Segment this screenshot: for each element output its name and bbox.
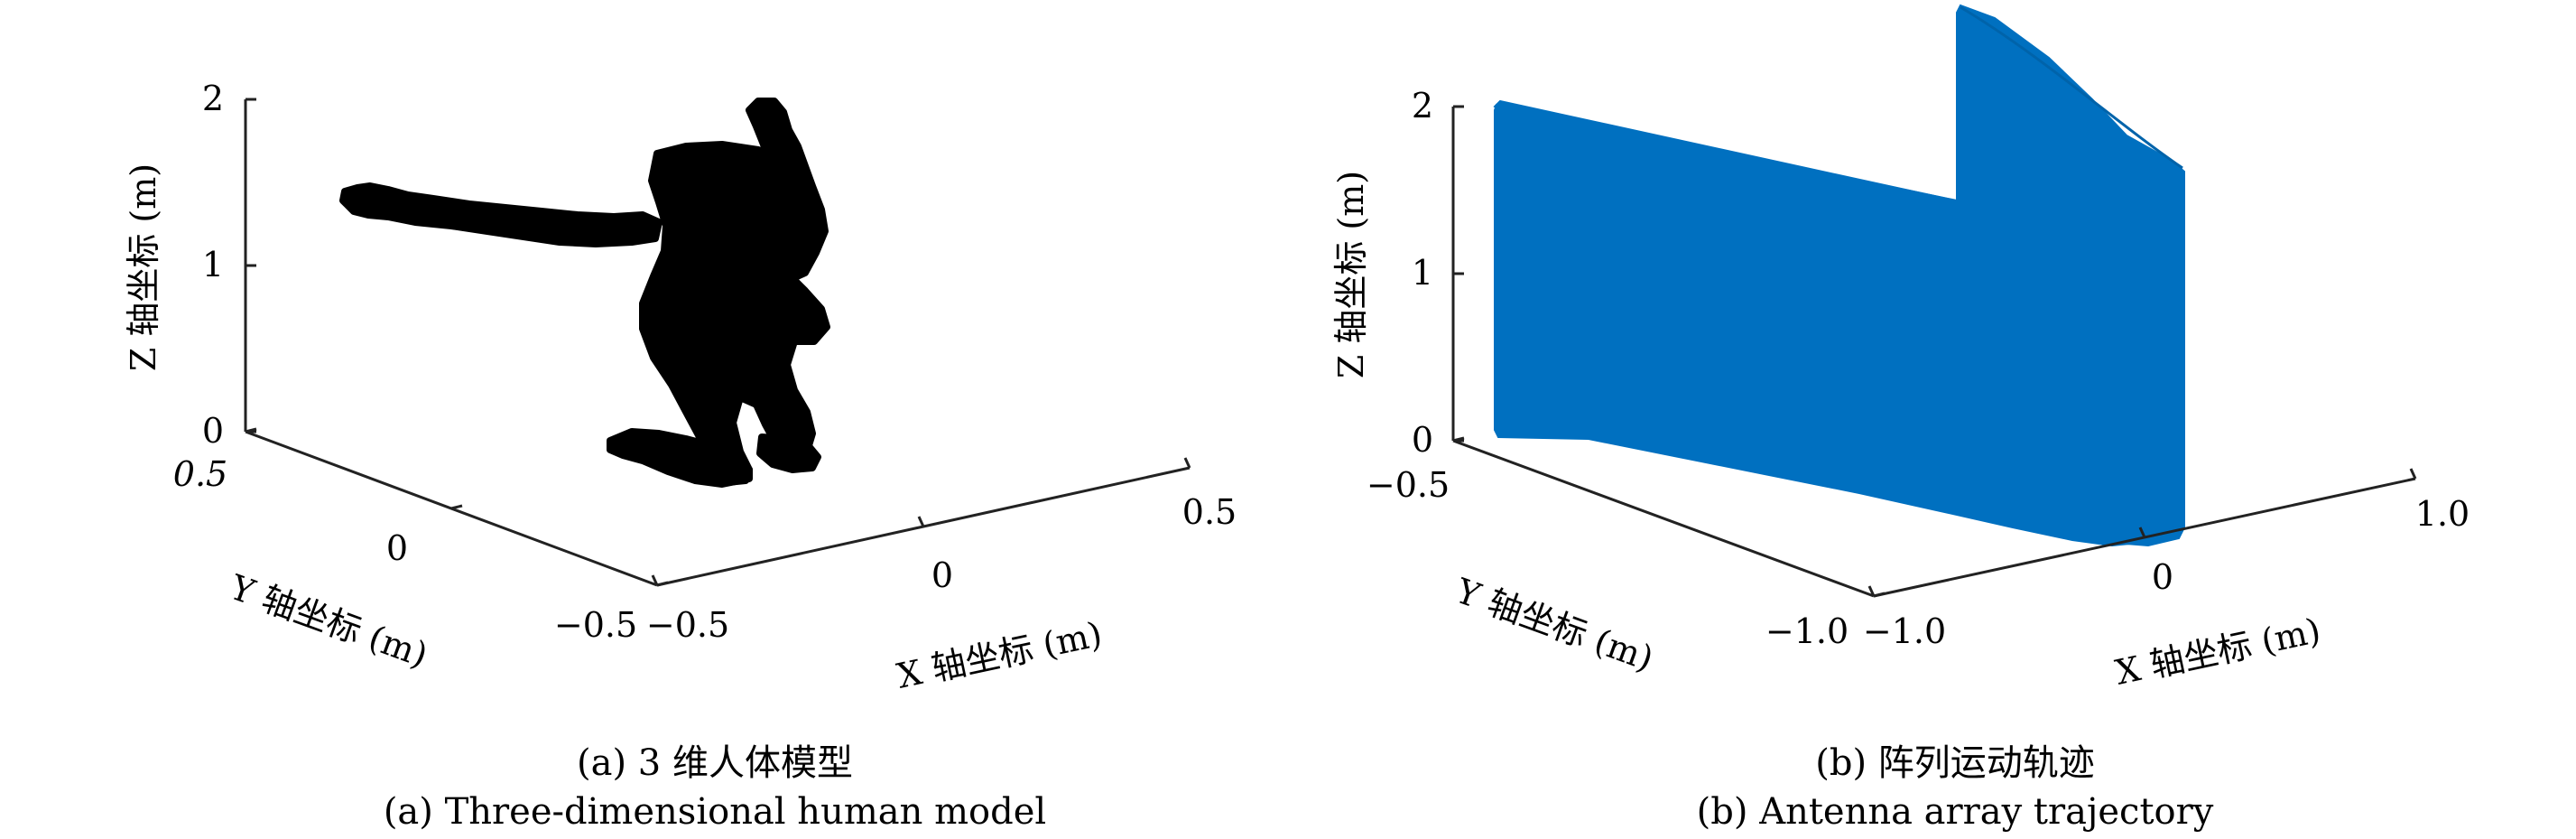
- y-tick-label-a-1: 0: [386, 528, 408, 568]
- trajectory-surface: [1493, 4, 2185, 547]
- y-axis-b: [1452, 439, 1875, 598]
- x-tick-mark-b-0: [1867, 585, 1876, 597]
- z-axis-label-b: Z 轴坐标 (m): [1331, 171, 1371, 378]
- caption-a-en: (a) Three-dimensional human model: [384, 791, 1046, 833]
- panel-b: 0 1 2 −0.5 −1.0 −1.0 0 1.0 Z 轴坐标 (m) Y 轴…: [1331, 4, 2469, 833]
- x-tick-mark-a-2: [1183, 457, 1191, 469]
- y-tick-label-b-1: −1.0: [1765, 611, 1849, 651]
- z-axis-label-a: Z 轴坐标 (m): [124, 163, 163, 371]
- caption-b-cn: (b) 阵列运动轨迹: [1815, 742, 2095, 784]
- x-axis-label-a: X 轴坐标 (m): [894, 614, 1106, 696]
- z-tick-label-a-0: 0: [202, 411, 224, 451]
- y-tick-mark-a-0: [245, 427, 257, 433]
- y-tick-mark-a-1: [450, 504, 463, 510]
- panel-a: 0 1 2 0.5 0 −0.5 −0.5 0 0.5 Z 轴坐标 (m) Y …: [124, 79, 1237, 833]
- z-tick-label-a-1: 1: [202, 245, 224, 284]
- x-tick-mark-a-0: [651, 574, 659, 586]
- z-tick-label-b-2: 2: [1412, 86, 1433, 126]
- y-tick-label-b-0: −0.5: [1367, 465, 1450, 505]
- x-tick-label-b-1: 0: [2152, 557, 2173, 597]
- trajectory-curve-edge: [1960, 5, 2183, 170]
- human-foot-left: [607, 428, 753, 488]
- y-tick-mark-b-0: [1452, 436, 1465, 443]
- x-tick-label-b-2: 1.0: [2415, 494, 2469, 534]
- x-tick-label-b-0: −1.0: [1863, 611, 1946, 651]
- z-tick-label-b-0: 0: [1412, 420, 1433, 460]
- trajectory-main-sheet: [1494, 4, 2185, 547]
- x-tick-mark-b-1: [2138, 527, 2146, 538]
- human-silhouette: [339, 98, 830, 488]
- x-tick-label-a-2: 0.5: [1182, 492, 1237, 532]
- caption-a-cn: (a) 3 维人体模型: [577, 742, 853, 784]
- human-foot-right: [756, 433, 821, 473]
- y-axis-label-b: Y 轴坐标 (m): [1450, 571, 1658, 679]
- z-tick-label-b-1: 1: [1412, 253, 1433, 293]
- x-axis-label-b: X 轴坐标 (m): [2112, 611, 2324, 693]
- y-tick-mark-b-1: [1873, 592, 1886, 598]
- x-tick-label-a-0: −0.5: [646, 605, 729, 645]
- z-tick-label-a-2: 2: [202, 79, 224, 118]
- x-tick-mark-b-2: [2409, 468, 2417, 480]
- y-tick-label-a-2: −0.5: [554, 605, 637, 645]
- y-axis-label-a: Y 轴坐标 (m): [224, 567, 432, 676]
- y-tick-label-a-0: 0.5: [173, 454, 227, 494]
- human-arm: [339, 182, 663, 247]
- x-tick-label-a-1: 0: [931, 555, 953, 595]
- human-torso: [639, 141, 830, 486]
- x-tick-mark-a-1: [917, 516, 925, 527]
- caption-b-en: (b) Antenna array trajectory: [1697, 791, 2214, 833]
- y-tick-mark-a-2: [656, 581, 669, 587]
